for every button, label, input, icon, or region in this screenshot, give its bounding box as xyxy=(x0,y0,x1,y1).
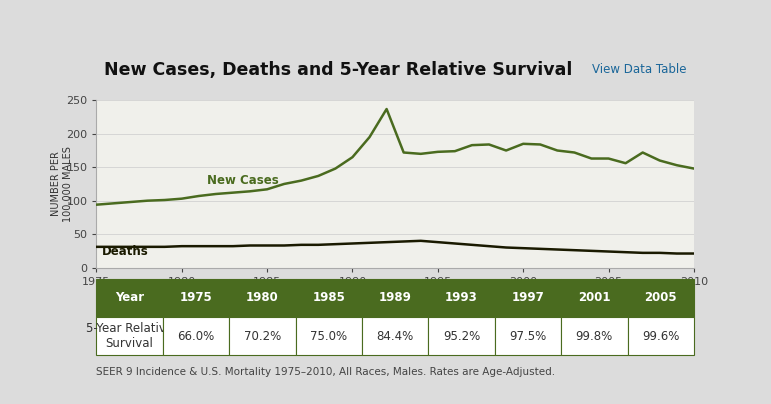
Y-axis label: NUMBER PER
100,000 MALES: NUMBER PER 100,000 MALES xyxy=(51,146,72,222)
Text: Deaths: Deaths xyxy=(102,245,148,258)
Text: SEER 9 Incidence & U.S. Mortality 1975–2010, All Races, Males. Rates are Age-Adj: SEER 9 Incidence & U.S. Mortality 1975–2… xyxy=(96,366,555,377)
Text: New Cases: New Cases xyxy=(207,174,279,187)
Text: View Data Table: View Data Table xyxy=(592,63,687,76)
Text: New Cases, Deaths and 5-Year Relative Survival: New Cases, Deaths and 5-Year Relative Su… xyxy=(103,61,572,78)
